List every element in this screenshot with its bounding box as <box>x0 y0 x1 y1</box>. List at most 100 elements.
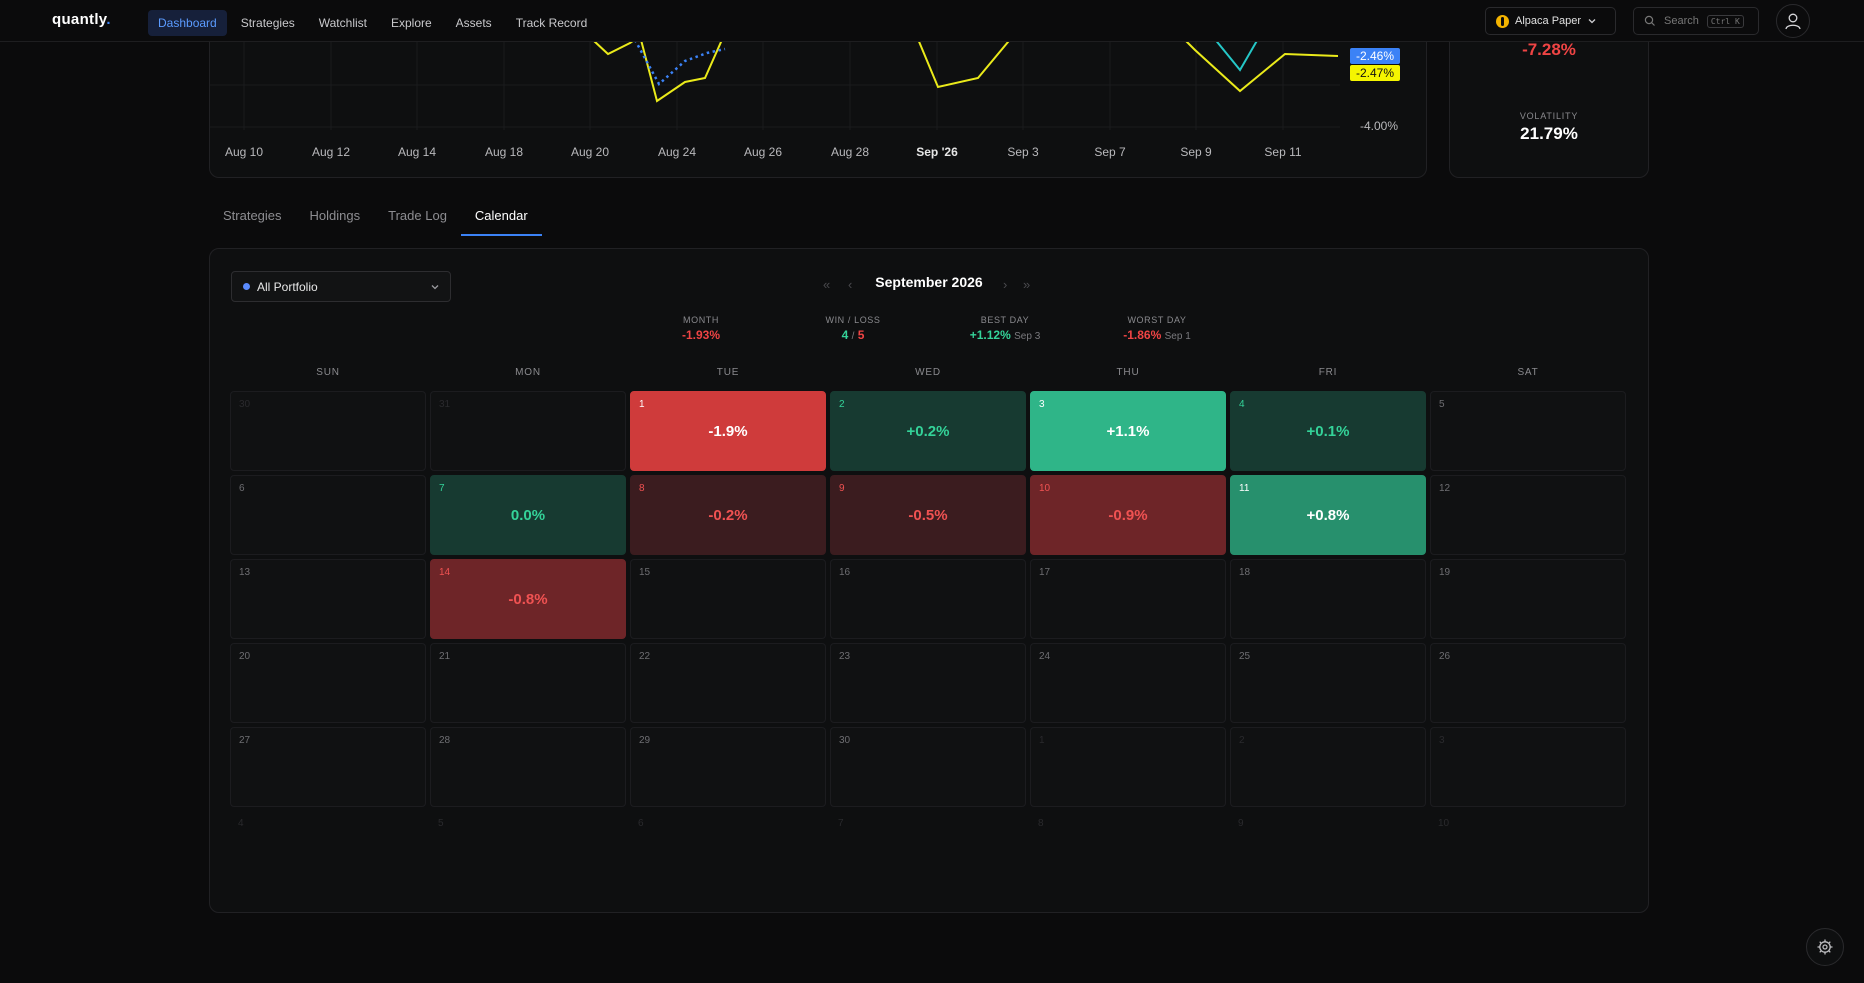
day-number: 14 <box>439 567 451 578</box>
calendar-day-cell[interactable]: 3 +1.1% <box>1030 391 1226 471</box>
x-tick-label: Aug 14 <box>397 145 437 159</box>
chart-plot <box>210 20 1340 130</box>
day-number: 31 <box>439 399 451 410</box>
day-return: -0.5% <box>908 507 948 524</box>
calendar-day-cell[interactable]: 15 <box>630 559 826 639</box>
user-icon <box>1785 13 1801 30</box>
calendar-day-cell[interactable]: 9 <box>1230 811 1426 891</box>
portfolio-select[interactable]: All Portfolio <box>231 271 451 302</box>
next-year-button[interactable]: » <box>1023 277 1031 292</box>
calendar-day-cell[interactable]: 13 <box>230 559 426 639</box>
calendar-day-cell[interactable]: 1 <box>1030 727 1226 807</box>
day-return: 0.0% <box>510 507 546 524</box>
tab-calendar[interactable]: Calendar <box>460 204 542 236</box>
calendar-day-cell[interactable]: 8 -0.2% <box>630 475 826 555</box>
settings-button[interactable] <box>1806 928 1844 966</box>
calendar-day-cell[interactable]: 27 <box>230 727 426 807</box>
day-number: 29 <box>639 735 651 746</box>
day-number: 10 <box>1039 483 1051 494</box>
calendar-day-cell[interactable]: 31 <box>430 391 626 471</box>
win-loss-separator: / <box>851 331 855 342</box>
search-icon <box>1644 15 1655 26</box>
user-avatar-button[interactable] <box>1776 4 1810 38</box>
x-tick-label: Aug 18 <box>484 145 524 159</box>
day-number: 27 <box>239 735 251 746</box>
calendar-day-cell[interactable]: 17 <box>1030 559 1226 639</box>
calendar-day-cell[interactable]: 7 0.0% <box>430 475 626 555</box>
nav-track-record[interactable]: Track Record <box>515 16 588 30</box>
app-logo[interactable]: quantly. <box>52 11 111 28</box>
tab-trade-log[interactable]: Trade Log <box>388 208 447 223</box>
nav-assets[interactable]: Assets <box>455 16 492 30</box>
prev-year-button[interactable]: « <box>823 277 831 292</box>
calendar-day-cell[interactable]: 18 <box>1230 559 1426 639</box>
month-value: -1.93% <box>681 328 721 342</box>
month-summary: MONTH -1.93% <box>682 315 720 342</box>
calendar-day-cell[interactable]: 1 -1.9% <box>630 391 826 471</box>
calendar-day-cell[interactable]: 23 <box>830 643 1026 723</box>
top-navigation: quantly. Dashboard Strategies Watchlist … <box>0 0 1864 42</box>
day-number: 3 <box>1039 399 1045 410</box>
y-tick-label: -4.00% <box>1360 119 1399 133</box>
calendar-day-cell[interactable]: 9 -0.5% <box>830 475 1026 555</box>
x-tick-label: Sep 3 <box>1007 145 1039 159</box>
day-number: 4 <box>238 818 244 829</box>
calendar-day-cell[interactable]: 22 <box>630 643 826 723</box>
day-number: 1 <box>639 399 645 410</box>
calendar-day-cell[interactable]: 19 <box>1430 559 1626 639</box>
calendar-day-cell[interactable]: 5 <box>1430 391 1626 471</box>
tab-holdings[interactable]: Holdings <box>309 208 361 223</box>
calendar-day-cell[interactable]: 6 <box>630 811 826 891</box>
nav-watchlist[interactable]: Watchlist <box>318 16 367 30</box>
day-return: +1.1% <box>1106 423 1150 440</box>
nav-dashboard[interactable]: Dashboard <box>148 10 227 36</box>
nav-strategies[interactable]: Strategies <box>240 16 295 30</box>
x-tick-label: Aug 28 <box>830 145 870 159</box>
day-number: 10 <box>1438 818 1450 829</box>
calendar-day-cell[interactable]: 20 <box>230 643 426 723</box>
day-number: 16 <box>839 567 851 578</box>
day-number: 11 <box>1239 483 1250 494</box>
calendar-day-cell[interactable]: 30 <box>830 727 1026 807</box>
day-number: 15 <box>639 567 651 578</box>
calendar-day-cell[interactable]: 14 -0.8% <box>430 559 626 639</box>
calendar-day-cell[interactable]: 28 <box>430 727 626 807</box>
gear-icon <box>1817 939 1833 955</box>
search-box[interactable]: Search Ctrl K <box>1633 7 1759 35</box>
calendar-day-cell[interactable]: 5 <box>430 811 626 891</box>
calendar-day-cell[interactable]: 7 <box>830 811 1026 891</box>
calendar-day-cell[interactable]: 21 <box>430 643 626 723</box>
calendar-day-cell[interactable]: 2 +0.2% <box>830 391 1026 471</box>
x-tick-label: Aug 24 <box>657 145 697 159</box>
stats-panel: -7.28% VOLATILITY 21.79% <box>1449 20 1649 178</box>
day-number: 18 <box>1239 567 1251 578</box>
account-selector[interactable]: Alpaca Paper <box>1485 7 1616 35</box>
prev-month-button[interactable]: ‹ <box>848 277 853 292</box>
calendar-day-cell[interactable]: 30 <box>230 391 426 471</box>
day-number: 19 <box>1439 567 1451 578</box>
calendar-day-cell[interactable]: 12 <box>1430 475 1626 555</box>
calendar-day-cell[interactable]: 24 <box>1030 643 1226 723</box>
day-return: +0.8% <box>1306 507 1350 524</box>
calendar-day-cell[interactable]: 2 <box>1230 727 1426 807</box>
next-month-button[interactable]: › <box>1003 277 1008 292</box>
calendar-day-cell[interactable]: 4 <box>230 811 426 891</box>
calendar-day-cell[interactable]: 8 <box>1030 811 1226 891</box>
tab-strategies[interactable]: Strategies <box>223 208 282 223</box>
calendar-day-cell[interactable]: 25 <box>1230 643 1426 723</box>
series-last-value-blue: -2.46% <box>1350 48 1401 64</box>
calendar-day-cell[interactable]: 6 <box>230 475 426 555</box>
calendar-day-cell[interactable]: 4 +0.1% <box>1230 391 1426 471</box>
calendar-day-cell[interactable]: 11 +0.8% <box>1230 475 1426 555</box>
calendar-day-cell[interactable]: 29 <box>630 727 826 807</box>
calendar-day-cell[interactable]: 10 -0.9% <box>1030 475 1226 555</box>
nav-explore[interactable]: Explore <box>390 16 432 30</box>
worst-day-date: Sep 1 <box>1164 331 1191 342</box>
day-number: 12 <box>1439 483 1451 494</box>
calendar-day-cell[interactable]: 26 <box>1430 643 1626 723</box>
broker-icon <box>1496 14 1509 28</box>
calendar-day-cell[interactable]: 10 <box>1430 811 1626 891</box>
weekday-header: TUE <box>716 367 740 378</box>
calendar-day-cell[interactable]: 16 <box>830 559 1026 639</box>
calendar-day-cell[interactable]: 3 <box>1430 727 1626 807</box>
